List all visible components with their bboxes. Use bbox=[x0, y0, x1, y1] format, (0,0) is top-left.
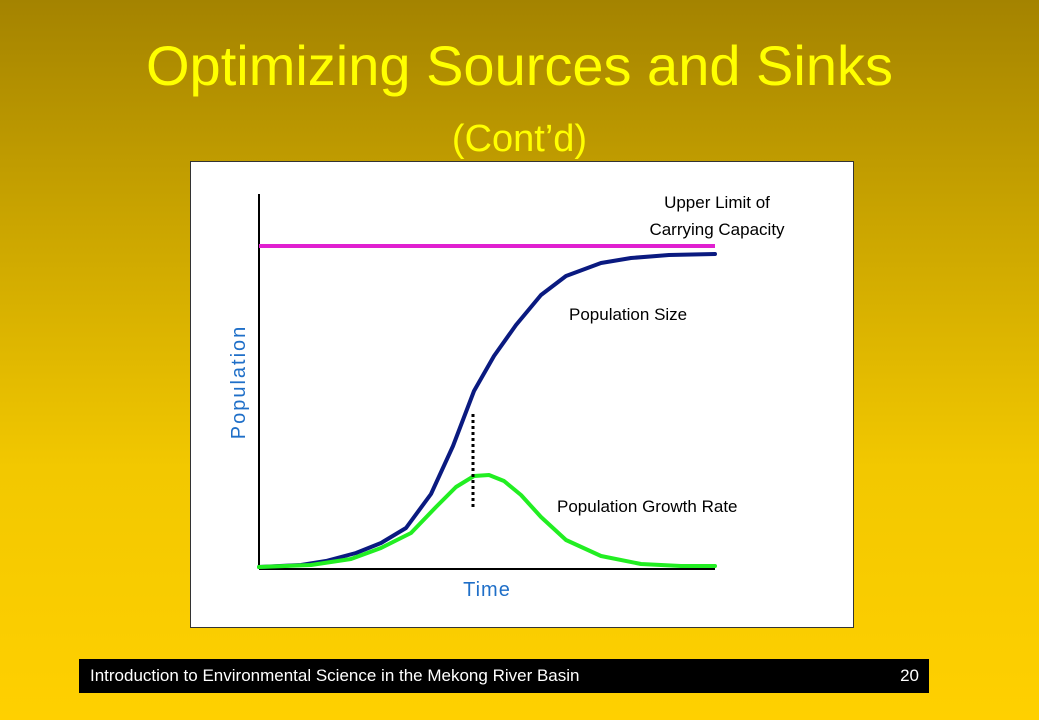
chart-panel: Upper Limit of Carrying Capacity Populat… bbox=[190, 161, 854, 628]
y-axis-label: Population bbox=[228, 325, 250, 440]
x-axis-label: Time bbox=[463, 579, 511, 601]
slide-subtitle: (Cont’d) bbox=[451, 118, 588, 160]
logistic-growth-chart: Upper Limit of Carrying Capacity Populat… bbox=[228, 193, 785, 601]
growth-rate-label: Population Growth Rate bbox=[557, 497, 738, 516]
footer-course-title: Introduction to Environmental Science in… bbox=[90, 666, 580, 685]
growth-rate-curve bbox=[257, 473, 717, 569]
carrying-capacity-label-line1: Upper Limit of bbox=[664, 193, 770, 212]
carrying-capacity-label-line2: Carrying Capacity bbox=[649, 220, 785, 239]
footer-bar: Introduction to Environmental Science in… bbox=[79, 659, 929, 693]
slide-number: 20 bbox=[900, 666, 919, 685]
slide-title: Optimizing Sources and Sinks bbox=[145, 34, 893, 97]
population-size-curve bbox=[257, 252, 717, 569]
population-size-label: Population Size bbox=[569, 305, 687, 324]
